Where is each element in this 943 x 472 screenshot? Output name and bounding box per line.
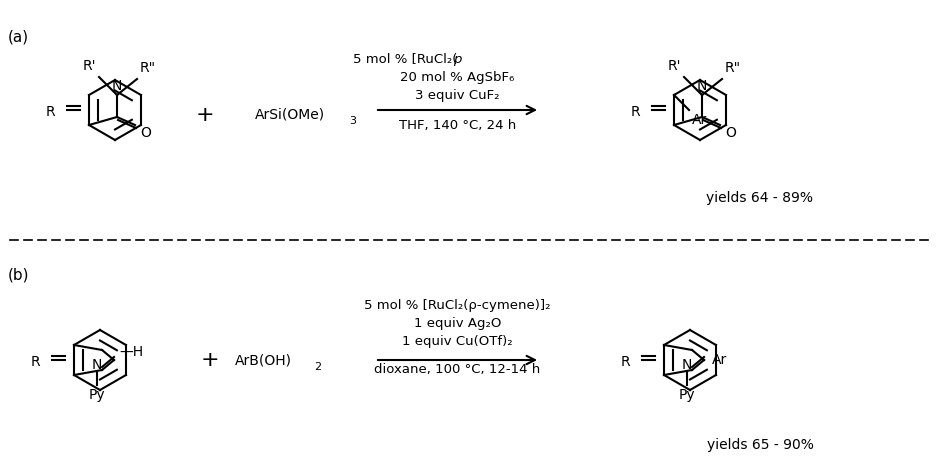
- Text: N: N: [697, 79, 707, 93]
- Text: 1 equiv Cu(OTf)₂: 1 equiv Cu(OTf)₂: [402, 335, 513, 347]
- Text: R": R": [725, 61, 741, 75]
- Text: (b): (b): [8, 268, 29, 283]
- Text: R': R': [668, 59, 681, 73]
- Text: 5 mol % [RuCl₂(ρ-cymene)]₂: 5 mol % [RuCl₂(ρ-cymene)]₂: [364, 298, 551, 312]
- Text: 1 equiv Ag₂O: 1 equiv Ag₂O: [414, 317, 501, 329]
- Text: ArSi(OMe): ArSi(OMe): [255, 108, 325, 122]
- Text: R': R': [83, 59, 96, 73]
- Text: (a): (a): [8, 30, 29, 45]
- Text: dioxane, 100 °C, 12-14 h: dioxane, 100 °C, 12-14 h: [374, 363, 540, 377]
- Text: Ar: Ar: [712, 353, 727, 367]
- Text: yields 65 - 90%: yields 65 - 90%: [706, 438, 814, 452]
- Text: 3 equiv CuF₂: 3 equiv CuF₂: [415, 90, 500, 102]
- Text: O: O: [725, 126, 736, 140]
- Text: N: N: [91, 358, 102, 372]
- Text: N: N: [682, 358, 692, 372]
- Text: N: N: [112, 79, 123, 93]
- Text: +: +: [201, 350, 220, 370]
- Text: Py: Py: [679, 388, 695, 402]
- Text: R: R: [620, 355, 630, 369]
- Text: 3: 3: [349, 116, 356, 126]
- Text: R: R: [630, 105, 640, 119]
- Text: 5 mol % [RuCl₂(: 5 mol % [RuCl₂(: [353, 53, 457, 67]
- Text: +: +: [196, 105, 214, 125]
- Text: yields 64 - 89%: yields 64 - 89%: [706, 191, 814, 205]
- Text: Ar: Ar: [692, 113, 707, 127]
- Text: 2: 2: [314, 362, 322, 372]
- Text: R: R: [30, 355, 40, 369]
- Text: 20 mol % AgSbF₆: 20 mol % AgSbF₆: [401, 71, 515, 84]
- Text: —H: —H: [119, 345, 143, 359]
- Text: R: R: [45, 105, 55, 119]
- Text: ArB(OH): ArB(OH): [235, 353, 292, 367]
- Text: p: p: [454, 53, 462, 67]
- Text: R": R": [140, 61, 157, 75]
- Text: O: O: [140, 126, 151, 140]
- Text: THF, 140 °C, 24 h: THF, 140 °C, 24 h: [399, 118, 516, 132]
- Text: Py: Py: [89, 388, 106, 402]
